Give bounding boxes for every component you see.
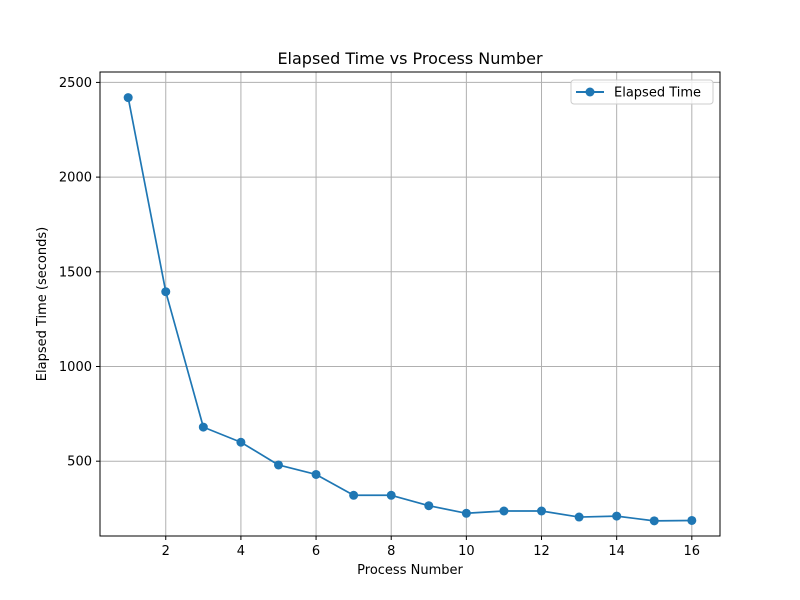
y-tick-label: 500 [67,455,92,470]
y-tick-label: 1000 [59,360,92,375]
plot-area-frame [99,71,721,537]
series-line [127,97,692,522]
data-point [574,512,584,522]
x-tick-label: 14 [608,544,625,559]
x-tick-label: 8 [387,544,395,559]
grid [100,72,720,536]
legend-point-marker [585,87,595,97]
y-axis-label: Elapsed Time (seconds) [35,227,50,381]
data-point [424,501,434,511]
chart-title: Elapsed Time vs Process Number [277,49,543,68]
series-layer [123,93,697,526]
x-tick-label: 6 [312,544,320,559]
legend-label: Elapsed Time [614,86,701,101]
legend-box [570,79,714,105]
x-tick-label: 16 [684,544,701,559]
x-tick-label: 10 [458,544,475,559]
data-point [236,437,246,447]
data-point [612,511,622,521]
data-point [649,516,659,526]
x-tick-label: 12 [533,544,550,559]
y-tick-label: 1500 [59,265,92,280]
data-point [349,490,359,500]
data-point [161,287,171,297]
data-point [687,515,697,525]
data-point [311,469,321,479]
data-point [386,490,396,500]
legend: Elapsed Time [570,79,714,105]
data-point [198,422,208,432]
x-axis-label: Process Number [357,563,463,578]
axis-ticks: 2 4 6 8 10 12 14 16 500 1000 1500 2000 2500 [59,76,700,559]
y-tick-label: 2500 [59,76,92,91]
y-tick-label: 2000 [59,171,92,186]
data-point [537,506,547,516]
data-point [461,508,471,518]
data-point [123,93,133,103]
data-point [499,506,509,516]
x-tick-label: 2 [162,544,170,559]
data-point [273,460,283,470]
x-tick-label: 4 [237,544,245,559]
